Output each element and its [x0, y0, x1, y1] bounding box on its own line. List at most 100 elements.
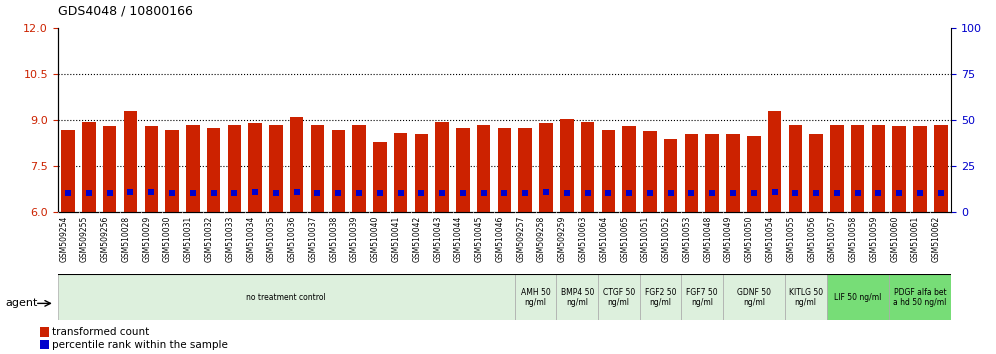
Point — [871, 190, 886, 195]
Text: GSM510033: GSM510033 — [225, 216, 234, 262]
Bar — [435, 122, 449, 212]
Bar — [40, 327, 49, 337]
Bar — [374, 142, 386, 212]
Bar — [705, 134, 719, 212]
Bar — [228, 125, 241, 212]
Bar — [40, 340, 49, 349]
Text: GSM509254: GSM509254 — [59, 216, 68, 262]
Bar — [269, 125, 283, 212]
Bar — [913, 126, 926, 212]
Bar — [248, 124, 262, 212]
Text: GDNF 50
ng/ml: GDNF 50 ng/ml — [737, 288, 771, 307]
Text: GSM509257: GSM509257 — [516, 216, 525, 262]
Bar — [557, 274, 598, 320]
Bar — [290, 117, 304, 212]
Bar — [681, 274, 723, 320]
Point — [725, 190, 741, 196]
Bar — [747, 136, 761, 212]
Bar — [207, 128, 220, 212]
Bar — [934, 125, 947, 212]
Text: GSM510053: GSM510053 — [682, 216, 691, 262]
Text: GSM509259: GSM509259 — [558, 216, 567, 262]
Point — [912, 190, 928, 195]
Point — [372, 190, 387, 196]
Bar — [768, 111, 781, 212]
Point — [455, 190, 471, 196]
Bar — [519, 128, 532, 212]
Bar — [684, 134, 698, 212]
Bar — [810, 134, 823, 212]
Text: GDS4048 / 10800166: GDS4048 / 10800166 — [58, 5, 192, 18]
Text: GSM510060: GSM510060 — [890, 216, 899, 262]
Point — [891, 190, 907, 195]
Text: GSM510049: GSM510049 — [724, 216, 733, 262]
Text: GSM510028: GSM510028 — [122, 216, 130, 262]
Text: GSM510056: GSM510056 — [807, 216, 816, 262]
Text: GSM509256: GSM509256 — [101, 216, 110, 262]
Bar — [165, 130, 179, 212]
Point — [476, 190, 492, 195]
Text: CTGF 50
ng/ml: CTGF 50 ng/ml — [603, 288, 634, 307]
Text: percentile rank within the sample: percentile rank within the sample — [52, 339, 228, 349]
Point — [205, 190, 221, 195]
Point — [81, 190, 97, 195]
Point — [746, 190, 762, 196]
Bar — [560, 119, 574, 212]
Text: GSM510039: GSM510039 — [350, 216, 359, 262]
Bar — [353, 125, 366, 212]
Point — [788, 190, 804, 196]
Point — [268, 190, 284, 196]
Point — [102, 190, 118, 196]
Text: GSM510034: GSM510034 — [246, 216, 255, 262]
Text: FGF2 50
ng/ml: FGF2 50 ng/ml — [644, 288, 676, 307]
Text: GSM510065: GSM510065 — [621, 216, 629, 262]
Text: GSM509258: GSM509258 — [537, 216, 546, 262]
Text: GSM510048: GSM510048 — [703, 216, 712, 262]
Point — [683, 190, 699, 196]
Bar — [888, 274, 951, 320]
Bar — [456, 128, 470, 212]
Bar — [581, 122, 595, 212]
Bar — [622, 126, 635, 212]
Bar — [827, 274, 888, 320]
Bar — [311, 125, 325, 212]
Bar — [785, 274, 827, 320]
Point — [392, 190, 408, 195]
Text: GSM510062: GSM510062 — [932, 216, 941, 262]
Point — [808, 190, 824, 195]
Bar — [789, 125, 802, 212]
Text: BMP4 50
ng/ml: BMP4 50 ng/ml — [561, 288, 594, 307]
Text: GSM510031: GSM510031 — [184, 216, 193, 262]
Bar — [477, 125, 490, 212]
Text: GSM510041: GSM510041 — [391, 216, 400, 262]
Bar — [58, 274, 515, 320]
Bar — [414, 134, 428, 212]
Bar — [332, 130, 345, 212]
Text: PDGF alfa bet
a hd 50 ng/ml: PDGF alfa bet a hd 50 ng/ml — [893, 288, 947, 307]
Point — [289, 190, 305, 195]
Text: GSM510037: GSM510037 — [309, 216, 318, 262]
Text: GSM510035: GSM510035 — [267, 216, 276, 262]
Point — [933, 190, 949, 195]
Text: GSM510059: GSM510059 — [870, 216, 878, 262]
Bar — [62, 130, 75, 212]
Bar — [639, 274, 681, 320]
Bar — [498, 128, 511, 212]
Text: FGF7 50
ng/ml: FGF7 50 ng/ml — [686, 288, 718, 307]
Bar — [539, 124, 553, 212]
Text: GSM510043: GSM510043 — [433, 216, 442, 262]
Bar — [726, 134, 740, 212]
Point — [622, 190, 637, 196]
Text: GSM510061: GSM510061 — [911, 216, 920, 262]
Point — [413, 190, 429, 196]
Text: GSM510052: GSM510052 — [661, 216, 670, 262]
Text: GSM510044: GSM510044 — [454, 216, 463, 262]
Bar — [643, 131, 656, 212]
Bar — [851, 125, 865, 212]
Point — [829, 190, 845, 195]
Text: AMH 50
ng/ml: AMH 50 ng/ml — [521, 288, 551, 307]
Point — [496, 190, 512, 195]
Bar — [186, 125, 199, 212]
Text: GSM510029: GSM510029 — [142, 216, 151, 262]
Bar — [602, 130, 616, 212]
